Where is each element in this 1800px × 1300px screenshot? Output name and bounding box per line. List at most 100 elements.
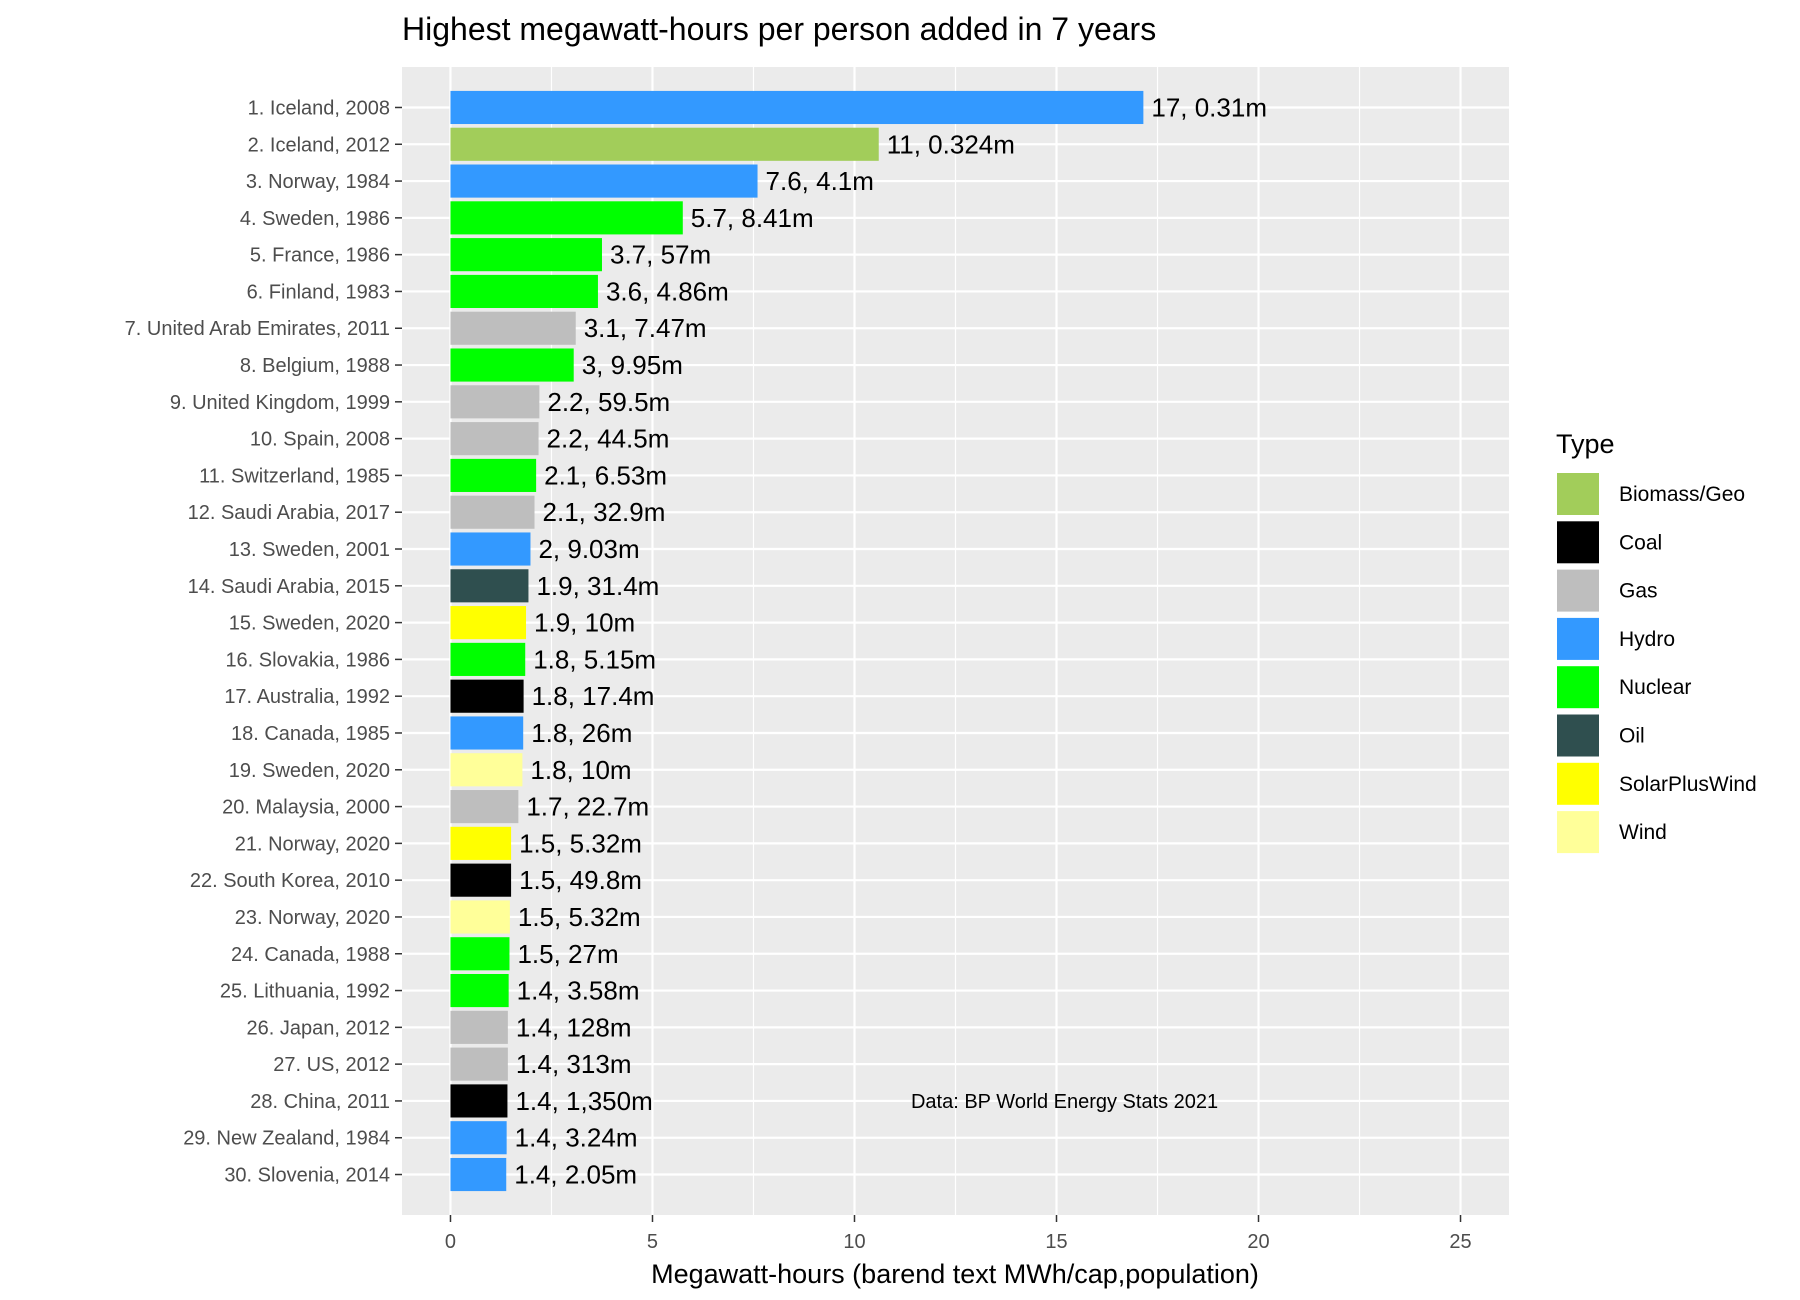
bar bbox=[450, 422, 539, 456]
x-tick-label: 10 bbox=[843, 1231, 865, 1253]
bar-value-label: 1.4, 2.05m bbox=[514, 1160, 637, 1190]
legend-key bbox=[1555, 809, 1601, 856]
x-tick-label: 15 bbox=[1045, 1231, 1067, 1253]
bar bbox=[450, 311, 576, 345]
bar-value-label: 3.6, 4.86m bbox=[606, 276, 729, 306]
legend-label: Nuclear bbox=[1619, 676, 1691, 699]
x-tick-label: 5 bbox=[647, 1231, 658, 1253]
category-label: 15. Sweden, 2020 bbox=[229, 613, 390, 635]
bar bbox=[450, 900, 510, 934]
bar-value-label: 3.1, 7.47m bbox=[584, 313, 707, 343]
bar-value-label: 1.8, 5.15m bbox=[533, 644, 656, 674]
bar bbox=[450, 937, 510, 971]
bar-value-label: 1.4, 128m bbox=[516, 1012, 632, 1042]
x-axis-title: Megawatt-hours (barend text MWh/cap,popu… bbox=[651, 1259, 1259, 1289]
legend-key bbox=[1555, 471, 1601, 517]
bar bbox=[450, 274, 598, 309]
x-tick-label: 0 bbox=[445, 1231, 456, 1253]
legend-label: Oil bbox=[1619, 725, 1645, 748]
legend-title: Type bbox=[1556, 429, 1615, 459]
legend-key bbox=[1555, 615, 1601, 662]
bar bbox=[450, 569, 529, 603]
bar bbox=[450, 973, 509, 1008]
value-axis: 0 5 10 15 20 25 bbox=[445, 1215, 1472, 1253]
legend-label: Wind bbox=[1619, 821, 1667, 844]
bar-value-label: 17, 0.31m bbox=[1151, 92, 1267, 122]
bar bbox=[450, 753, 523, 787]
bar-value-label: 1.8, 17.4m bbox=[532, 681, 655, 711]
category-label: 27. US, 2012 bbox=[273, 1054, 390, 1076]
source-annotation: Data: BP World Energy Stats 2021 bbox=[911, 1091, 1218, 1113]
bar bbox=[450, 863, 512, 897]
bar-value-label: 1.7, 22.7m bbox=[526, 792, 649, 822]
category-label: 14. Saudi Arabia, 2015 bbox=[188, 576, 390, 598]
category-label: 13. Sweden, 2001 bbox=[229, 539, 390, 561]
category-label: 8. Belgium, 1988 bbox=[240, 355, 390, 377]
bar-value-label: 11, 0.324m bbox=[887, 129, 1015, 159]
bar-value-label: 2.2, 44.5m bbox=[547, 424, 670, 454]
bar bbox=[450, 532, 531, 566]
bars bbox=[450, 90, 1144, 1192]
legend-key bbox=[1555, 712, 1601, 759]
bar bbox=[450, 348, 574, 382]
bar bbox=[450, 1047, 508, 1081]
bar bbox=[450, 1084, 508, 1118]
gridlines bbox=[402, 67, 1509, 1215]
bar bbox=[450, 201, 683, 235]
category-label: 2. Iceland, 2012 bbox=[248, 134, 390, 156]
bar-value-label: 1.5, 49.8m bbox=[519, 865, 642, 895]
legend-key bbox=[1555, 664, 1601, 711]
category-label: 10. Spain, 2008 bbox=[250, 429, 390, 451]
bar-value-label: 1.5, 5.32m bbox=[518, 902, 641, 932]
category-label: 16. Slovakia, 1986 bbox=[225, 649, 390, 671]
category-label: 4. Sweden, 1986 bbox=[240, 208, 390, 230]
bar-value-label: 7.6, 4.1m bbox=[766, 166, 874, 196]
legend-label: Biomass/Geo bbox=[1619, 483, 1745, 506]
category-label: 6. Finland, 1983 bbox=[247, 281, 390, 303]
category-axis: 1. Iceland, 2008 2. Iceland, 2012 3. Norwa… bbox=[125, 97, 402, 1187]
bar bbox=[450, 90, 1144, 125]
legend-key bbox=[1555, 760, 1601, 807]
category-label: 26. Japan, 2012 bbox=[247, 1017, 390, 1039]
legend-key bbox=[1555, 519, 1601, 566]
x-tick-label: 25 bbox=[1449, 1231, 1471, 1253]
bar bbox=[450, 1157, 507, 1192]
category-label: 3. Norway, 1984 bbox=[246, 171, 390, 193]
category-label: 12. Saudi Arabia, 2017 bbox=[188, 502, 390, 524]
category-label: 5. France, 1986 bbox=[250, 245, 390, 267]
bar-labels: 17, 0.31m 11, 0.324m 7.6, 4.1m 5.7, 8.41m 3.… bbox=[514, 92, 1267, 1189]
bar bbox=[450, 238, 602, 272]
category-label: 7. United Arab Emirates, 2011 bbox=[125, 318, 390, 340]
bar bbox=[450, 458, 537, 492]
bar bbox=[450, 164, 758, 198]
legend: Type Biomass/Geo Coal Gas Hydro Nuclear Oil So… bbox=[1555, 429, 1757, 856]
bar-value-label: 1.4, 3.58m bbox=[517, 976, 640, 1006]
bar bbox=[450, 1121, 507, 1155]
category-label: 21. Norway, 2020 bbox=[235, 833, 390, 855]
category-label: 11. Switzerland, 1985 bbox=[199, 465, 390, 487]
category-label: 20. Malaysia, 2000 bbox=[222, 797, 390, 819]
legend-label: Gas bbox=[1619, 580, 1658, 603]
bar bbox=[450, 679, 524, 713]
category-label: 30. Slovenia, 2014 bbox=[224, 1165, 390, 1187]
legend-label: Coal bbox=[1619, 531, 1662, 554]
category-label: 24. Canada, 1988 bbox=[231, 944, 390, 966]
category-label: 17. Australia, 1992 bbox=[224, 686, 390, 708]
bar-value-label: 1.8, 26m bbox=[531, 718, 632, 748]
bar-value-label: 3.7, 57m bbox=[610, 240, 711, 270]
category-label: 22. South Korea, 2010 bbox=[190, 870, 390, 892]
bar bbox=[450, 826, 512, 860]
category-label: 9. United Kingdom, 1999 bbox=[170, 392, 390, 414]
bar-value-label: 1.9, 10m bbox=[534, 608, 635, 638]
bar-value-label: 5.7, 8.41m bbox=[691, 203, 814, 233]
category-label: 25. Lithuania, 1992 bbox=[220, 981, 390, 1003]
category-label: 28. China, 2011 bbox=[250, 1091, 390, 1113]
bar bbox=[450, 1010, 508, 1044]
category-label: 23. Norway, 2020 bbox=[235, 907, 390, 929]
bar bbox=[450, 606, 527, 640]
category-label: 1. Iceland, 2008 bbox=[248, 97, 390, 119]
chart-title: Highest megawatt-hours per person added … bbox=[402, 11, 1156, 47]
bar bbox=[450, 127, 879, 161]
bar bbox=[450, 716, 524, 750]
